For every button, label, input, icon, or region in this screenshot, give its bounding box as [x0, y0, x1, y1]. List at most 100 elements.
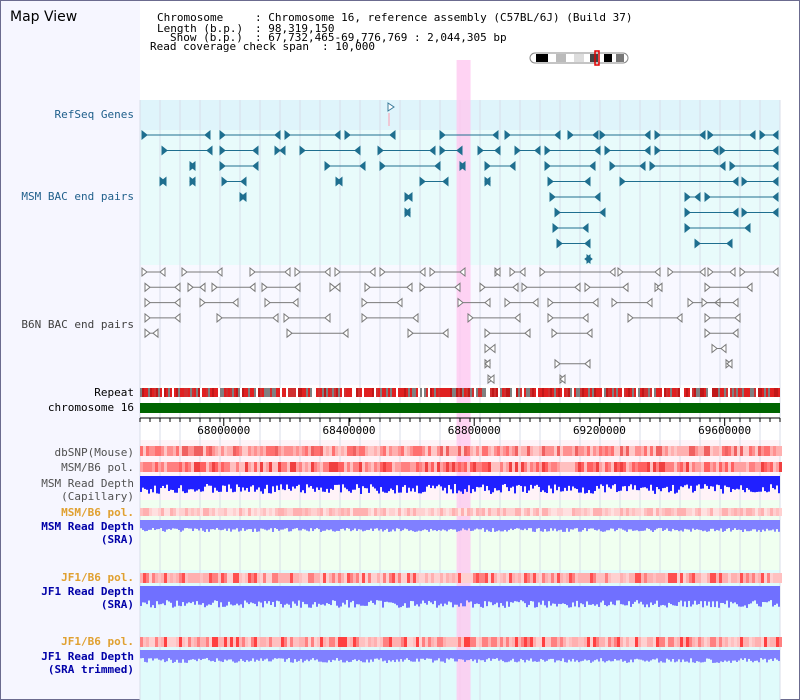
jf1-depth-trimmed[interactable]: [140, 650, 780, 663]
bac-end-pair[interactable]: [239, 191, 247, 203]
bac-end-pair[interactable]: [199, 297, 239, 308]
bac-end-pair[interactable]: [584, 282, 629, 293]
bac-end-pair[interactable]: [739, 266, 779, 278]
bac-end-pair[interactable]: [161, 145, 213, 156]
bac-end-pair[interactable]: [617, 266, 661, 278]
bac-end-pair[interactable]: [379, 266, 426, 278]
bac-end-pair[interactable]: [361, 297, 403, 308]
track-label-msm-depth-cap[interactable]: MSM Read Depth: [41, 477, 134, 490]
bac-end-pair[interactable]: [704, 328, 739, 339]
bac-end-pair[interactable]: [521, 282, 581, 293]
track-label-msm-depth-sra[interactable]: MSM Read Depth: [41, 520, 134, 533]
track-label-refseq[interactable]: RefSeq Genes: [54, 108, 134, 121]
track-label-dbsnp[interactable]: dbSNP(Mouse): [54, 446, 134, 459]
bac-end-pair[interactable]: [211, 282, 256, 293]
bac-end-pair[interactable]: [704, 191, 779, 203]
bac-end-pair[interactable]: [694, 238, 733, 249]
bac-end-pair[interactable]: [361, 312, 419, 323]
bac-end-pair[interactable]: [364, 282, 413, 293]
bac-end-pair[interactable]: [707, 129, 756, 141]
bac-end-pair[interactable]: [684, 222, 751, 234]
track-label-jf1-depth-trim[interactable]: JF1 Read Depth: [41, 650, 134, 663]
jf1-pol-heatmap-2[interactable]: [140, 637, 782, 647]
track-label-msm-bac[interactable]: MSM BAC end pairs: [21, 190, 134, 203]
track-label-jf1-pol[interactable]: JF1/B6 pol.: [61, 571, 134, 584]
bac-end-pair[interactable]: [619, 176, 739, 187]
bac-end-pair[interactable]: [547, 176, 591, 187]
bac-end-pair[interactable]: [719, 145, 779, 156]
bac-end-pair[interactable]: [159, 176, 167, 187]
bac-end-pair[interactable]: [504, 297, 539, 308]
bac-end-pair[interactable]: [707, 266, 736, 278]
bac-end-pair[interactable]: [261, 282, 301, 293]
bac-end-pair[interactable]: [181, 266, 223, 278]
bac-end-pair[interactable]: [344, 129, 396, 141]
bac-end-pair[interactable]: [189, 160, 196, 172]
bac-end-pair[interactable]: [504, 129, 561, 141]
bac-end-pair[interactable]: [404, 191, 413, 203]
bac-end-pair[interactable]: [419, 282, 461, 293]
bac-end-pair[interactable]: [551, 328, 593, 339]
bac-end-pair[interactable]: [216, 312, 279, 323]
bac-end-pair[interactable]: [544, 145, 601, 156]
bac-end-pair[interactable]: [294, 266, 331, 278]
bac-end-pair[interactable]: [324, 160, 366, 172]
bac-end-pair[interactable]: [221, 176, 247, 187]
bac-end-pair[interactable]: [547, 312, 589, 323]
bac-end-pair[interactable]: [429, 266, 466, 278]
bac-end-pair[interactable]: [284, 129, 341, 141]
bac-end-pair[interactable]: [741, 207, 779, 218]
chromosome-ideogram[interactable]: [529, 50, 629, 66]
chromosome-bar[interactable]: [140, 403, 780, 413]
bac-end-pair[interactable]: [627, 312, 683, 323]
bac-end-pair[interactable]: [379, 160, 441, 172]
bac-end-pair[interactable]: [283, 312, 331, 323]
track-label-b6n-bac[interactable]: B6N BAC end pairs: [21, 318, 134, 331]
bac-end-pair[interactable]: [556, 238, 591, 249]
bac-end-pair[interactable]: [741, 176, 779, 187]
track-label-jf1-pol-2[interactable]: JF1/B6 pol.: [61, 635, 134, 648]
bac-end-pair[interactable]: [419, 176, 449, 187]
bac-end-pair[interactable]: [552, 222, 589, 234]
bac-end-pair[interactable]: [484, 343, 496, 354]
bac-end-pair[interactable]: [484, 160, 516, 172]
bac-end-pair[interactable]: [249, 266, 291, 278]
msm-depth-capillary[interactable]: [140, 476, 780, 494]
bac-end-pair[interactable]: [667, 266, 706, 278]
bac-end-pair[interactable]: [554, 207, 606, 218]
bac-end-pair[interactable]: [144, 282, 181, 293]
msm-bac-features[interactable]: [141, 129, 779, 265]
selection-highlight[interactable]: [456, 60, 471, 700]
bac-end-pair[interactable]: [479, 282, 519, 293]
bac-end-pair[interactable]: [599, 129, 651, 141]
track-label-chromosome[interactable]: chromosome 16: [47, 401, 134, 414]
bac-end-pair[interactable]: [334, 266, 376, 278]
bac-end-pair[interactable]: [514, 145, 541, 156]
bac-end-pair[interactable]: [544, 160, 596, 172]
bac-end-pair[interactable]: [567, 129, 599, 141]
bac-end-pair[interactable]: [459, 160, 466, 172]
bac-end-pair[interactable]: [404, 207, 411, 218]
bac-end-pair[interactable]: [187, 282, 206, 293]
track-label-msm-pol[interactable]: MSM/B6 pol.: [61, 461, 134, 474]
track-label-repeat[interactable]: Repeat: [94, 386, 134, 399]
bac-end-pair[interactable]: [329, 282, 341, 293]
bac-end-pair[interactable]: [219, 160, 259, 172]
bac-end-pair[interactable]: [487, 374, 495, 385]
bac-end-pair[interactable]: [144, 328, 159, 339]
bac-end-pair[interactable]: [654, 282, 663, 293]
bac-end-pair[interactable]: [457, 297, 491, 308]
bac-end-pair[interactable]: [144, 297, 181, 308]
bac-end-pair[interactable]: [144, 312, 181, 323]
bac-end-pair[interactable]: [141, 129, 211, 141]
bac-end-pair[interactable]: [274, 145, 286, 156]
bac-end-pair[interactable]: [559, 374, 566, 385]
bac-end-pair[interactable]: [711, 343, 727, 354]
bac-end-pair[interactable]: [539, 266, 616, 278]
bac-end-pair[interactable]: [547, 297, 599, 308]
bac-end-pair[interactable]: [509, 266, 526, 278]
bac-end-pair[interactable]: [189, 176, 196, 187]
bac-end-pair[interactable]: [439, 129, 499, 141]
bac-end-pair[interactable]: [684, 191, 701, 203]
